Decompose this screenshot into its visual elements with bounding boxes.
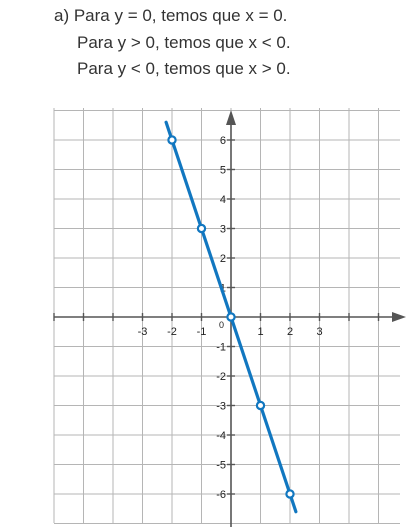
- y-tick-label: -6: [216, 489, 226, 501]
- y-tick-label: -3: [216, 401, 226, 413]
- data-point: [255, 400, 266, 411]
- y-tick-label: 4: [220, 194, 226, 206]
- statement-line-3: Para y < 0, temos que x > 0.: [77, 59, 291, 78]
- x-tick-label: 2: [287, 326, 293, 338]
- x-tick-label: 3: [316, 326, 322, 338]
- y-tick-label: 2: [220, 253, 226, 265]
- y-tick-label: -2: [216, 371, 226, 383]
- y-tick-label: -1: [216, 342, 226, 354]
- data-point: [167, 135, 177, 145]
- x-axis-arrow: [392, 312, 406, 322]
- data-point: [226, 312, 236, 322]
- x-tick-label: 1: [257, 326, 263, 338]
- series-layer: [164, 120, 298, 514]
- y-tick-label: -5: [216, 460, 226, 472]
- axes: [54, 110, 406, 527]
- x-tick-label: -1: [197, 326, 207, 338]
- y-tick-label: 6: [220, 135, 226, 147]
- origin-label: 0: [219, 320, 224, 330]
- y-tick-label: -4: [216, 430, 226, 442]
- y-tick-label: 3: [220, 224, 226, 236]
- x-tick-label: -3: [138, 326, 148, 338]
- data-point: [196, 223, 207, 234]
- statement-line-2: Para y > 0, temos que x < 0.: [77, 33, 291, 52]
- data-point: [285, 489, 295, 499]
- statement-line-1: a) Para y = 0, temos que x = 0.: [54, 6, 288, 25]
- x-tick-label: -2: [167, 326, 177, 338]
- y-tick-label: 5: [220, 165, 226, 177]
- y-axis-arrow: [226, 110, 236, 125]
